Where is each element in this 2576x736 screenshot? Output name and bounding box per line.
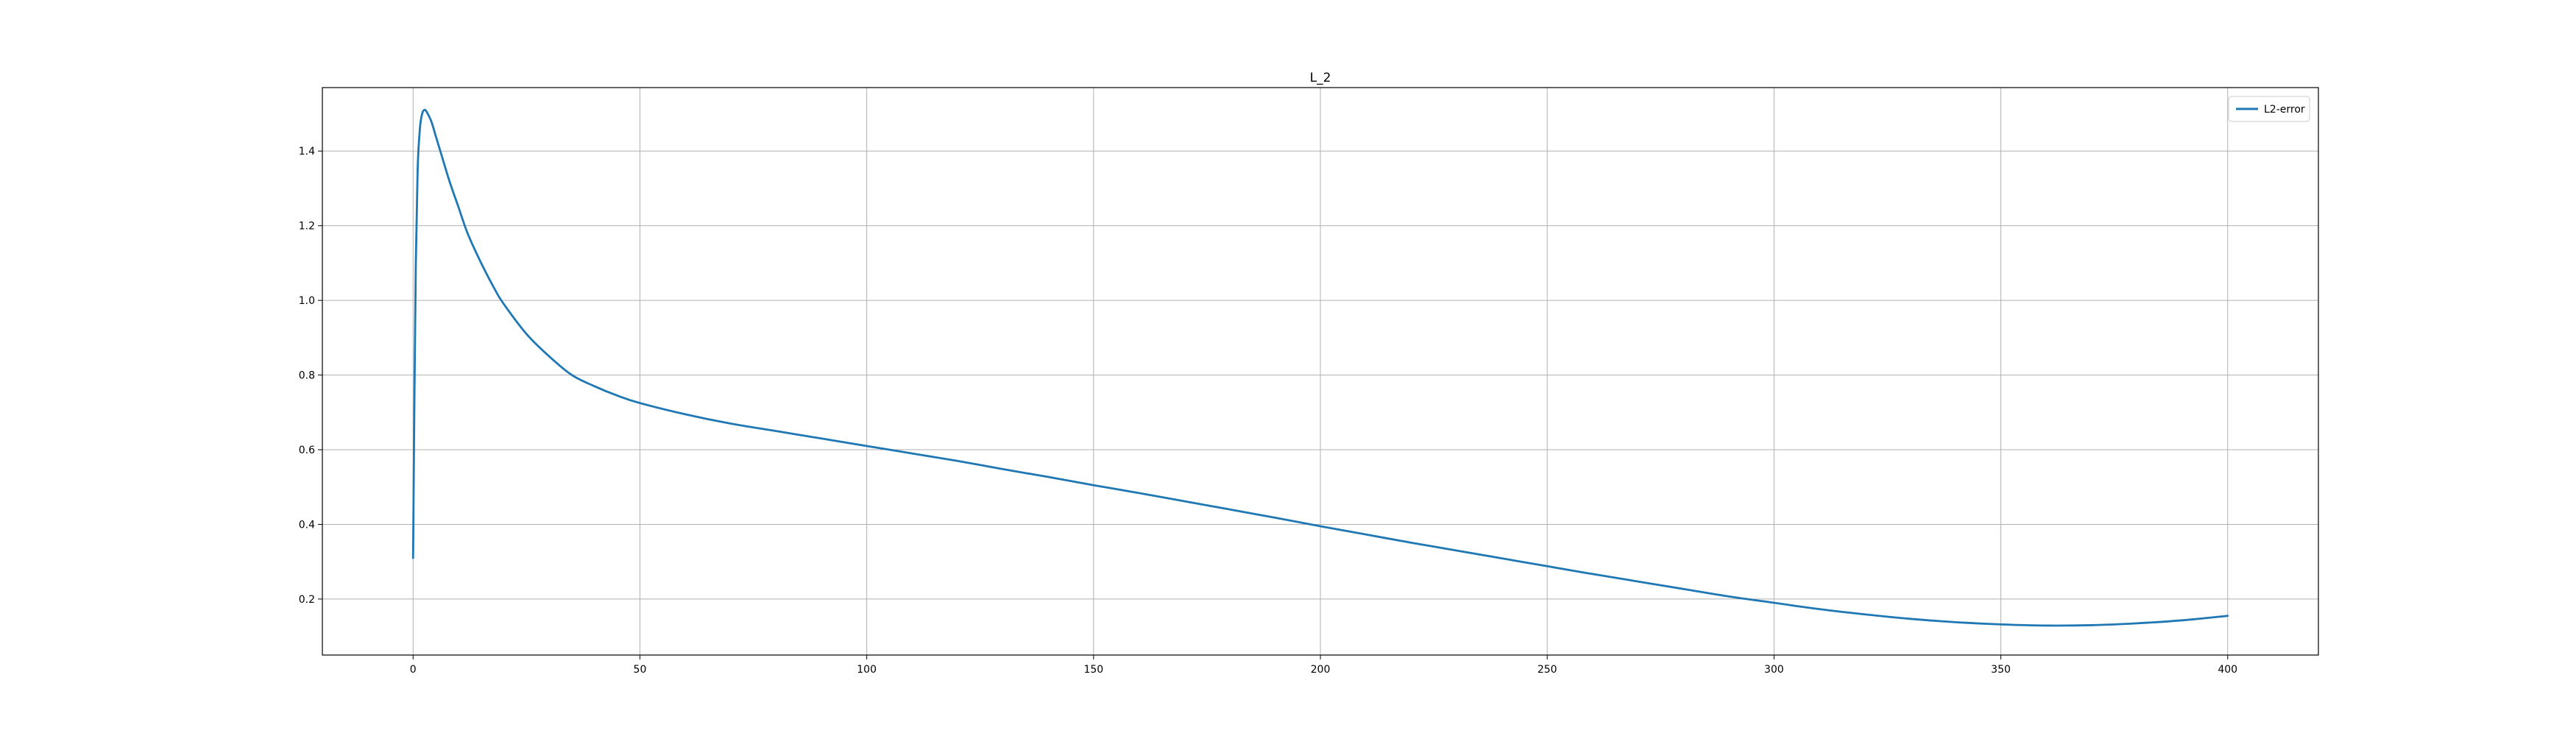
series-layer <box>411 108 2229 627</box>
y-tick-label: 0.4 <box>299 519 315 531</box>
x-tick-label: 50 <box>634 664 647 676</box>
legend-box <box>2228 96 2310 122</box>
x-tick-label: 0 <box>410 664 417 676</box>
x-tick-label: 200 <box>1311 664 1331 676</box>
legend-label: L2-error <box>2264 104 2305 116</box>
y-tick-label: 0.6 <box>299 445 315 456</box>
ticks: 0 50 100 150 200 250 300 350 400 0.2 0.4 0.6 0.8 1.0 1… <box>299 146 2237 676</box>
x-tick-label: 150 <box>1083 664 1103 676</box>
y-tick-label: 1.2 <box>299 221 315 233</box>
x-tick-label: 100 <box>857 664 877 676</box>
y-tick-label: 1.0 <box>299 295 315 307</box>
y-tick-label: 0.2 <box>299 594 315 606</box>
grid <box>322 88 2318 655</box>
y-tick-label: 0.8 <box>299 370 315 382</box>
y-tick-label: 1.4 <box>299 146 315 158</box>
chart-title: L_2 <box>1310 71 1331 85</box>
series-line-l2-error <box>411 108 2229 627</box>
x-tick-label: 300 <box>1764 664 1784 676</box>
x-tick-label: 350 <box>1991 664 2011 676</box>
x-tick-label: 250 <box>1538 664 1557 676</box>
legend: L2-error <box>2228 96 2310 122</box>
x-tick-label: 400 <box>2218 664 2237 676</box>
